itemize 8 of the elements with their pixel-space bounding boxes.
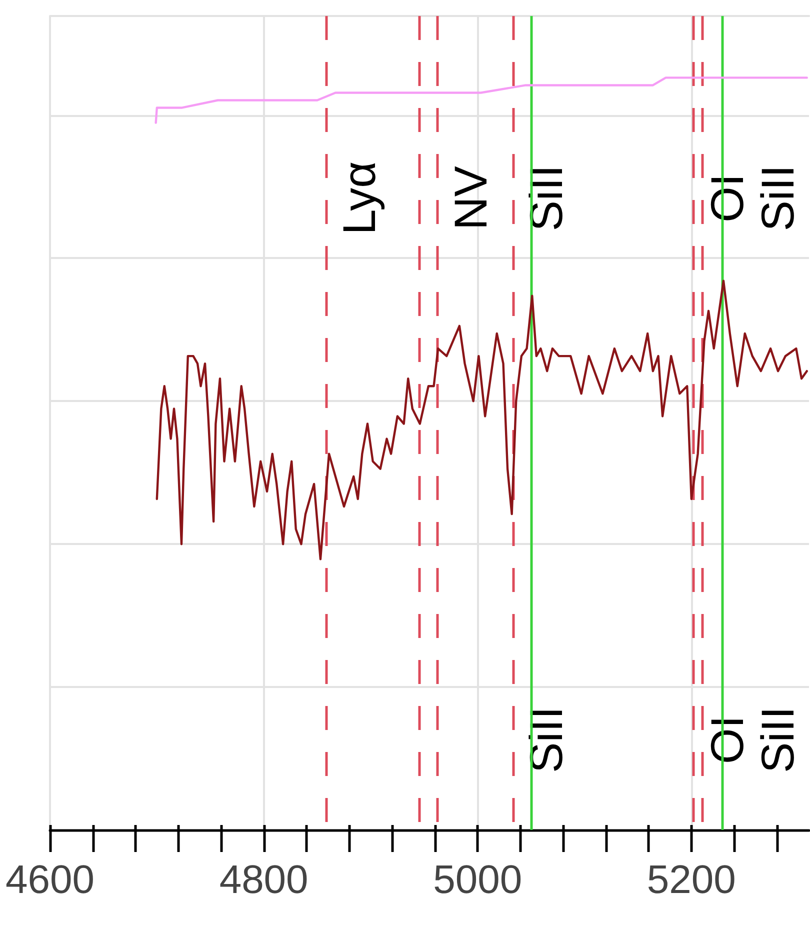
annotation: SiII xyxy=(751,164,804,232)
x-tick-label: 4600 xyxy=(6,858,94,902)
annotation: Lyα xyxy=(333,161,386,235)
x-tick-label: 4800 xyxy=(219,858,308,902)
annotation: NV xyxy=(444,166,496,230)
annotation: SiII xyxy=(751,706,804,773)
x-tick-label: 5200 xyxy=(646,858,736,902)
x-tick-label: 5000 xyxy=(433,858,522,902)
